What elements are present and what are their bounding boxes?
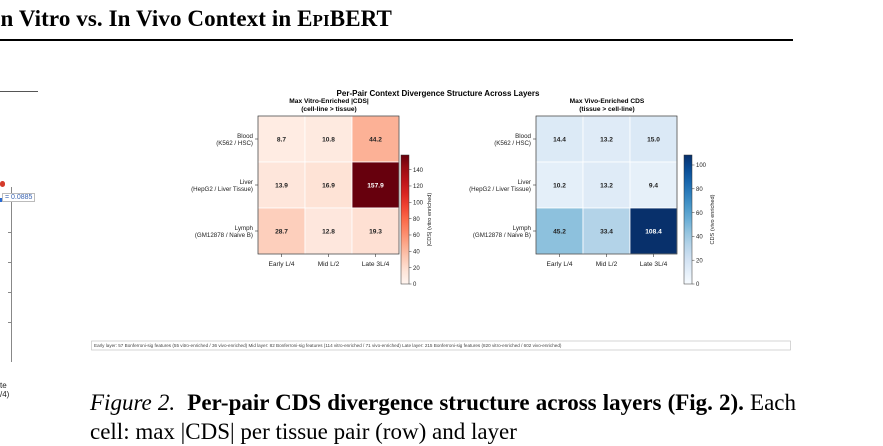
- heatmap-cell: [304, 161, 353, 209]
- left-figure-rule: [0, 91, 38, 92]
- heatmap-value-label: 9.4: [649, 182, 658, 189]
- colorbar-tick-label: 120: [413, 184, 424, 190]
- heatmap-value-label: 28.7: [275, 228, 288, 235]
- left-figure-annotation: = 0.0885: [2, 193, 36, 202]
- heatmap-row-label: Liver: [240, 179, 253, 186]
- heatmap-row-label: Blood: [515, 133, 531, 140]
- figure-2-svg: Per-Pair Context Divergence Structure Ac…: [90, 86, 792, 354]
- heatmap-title: Max Vitro-Enriched |CDS|: [289, 98, 369, 105]
- colorbar-tick-label: 100: [413, 201, 424, 207]
- colorbar-tick-label: 40: [696, 235, 703, 241]
- left-figure-xlabel-line: /4): [0, 390, 10, 399]
- figure-footnote: Early layer: 57 Bonferroni-sig features …: [94, 343, 562, 348]
- colorbar: [683, 154, 693, 285]
- heatmap-cell: [535, 207, 584, 255]
- colorbar-label: |CDS| (vitro enriched): [427, 193, 433, 247]
- heatmap-value-label: 16.9: [322, 182, 335, 189]
- colorbar-tick-label: 0: [696, 282, 700, 288]
- colorbar-tick-label: 60: [413, 233, 420, 239]
- figure-2: Per-Pair Context Divergence Structure Ac…: [90, 86, 792, 354]
- heatmap-column-label: Late 3L/4: [640, 261, 668, 268]
- colorbar-tick-label: 0: [413, 282, 417, 288]
- caption-label: Figure 2.: [90, 390, 176, 415]
- colorbar-tick-label: 140: [413, 168, 424, 174]
- heatmap-cell: [257, 115, 306, 163]
- heatmap-value-label: 15.0: [647, 136, 660, 143]
- section-title-suffix: BERT: [329, 6, 392, 31]
- heatmap-cell: [535, 161, 584, 209]
- heatmap-cell: [582, 207, 631, 255]
- left-figure-marker: [0, 181, 5, 187]
- heatmap-title: (cell-line > tissue): [301, 106, 357, 113]
- left-figure-xlabel-line: te: [0, 381, 7, 390]
- colorbar-tick-label: 20: [413, 266, 420, 272]
- heatmap-cell: [629, 207, 678, 255]
- heatmap-row-label: (K562 / HSC): [494, 140, 531, 147]
- left-figure-tick: [8, 262, 12, 263]
- colorbar-tick-label: 40: [413, 250, 420, 256]
- heatmap-column-label: Mid L/2: [596, 261, 618, 268]
- colorbar-tick-label: 80: [696, 187, 703, 193]
- heatmap-2: Max Vivo-Enriched CDS(tissue > cell-line…: [469, 98, 716, 288]
- heatmap-title: Max Vivo-Enriched CDS: [570, 98, 645, 105]
- figure-caption: Figure 2. Per-pair CDS divergence struct…: [90, 388, 796, 446]
- heatmap-cell: [351, 161, 400, 209]
- colorbar-label: CDS (vivo enriched): [710, 194, 716, 244]
- heatmap-cell: [257, 207, 306, 255]
- footnote-box: [91, 340, 791, 351]
- heatmap-1: Max Vitro-Enriched |CDS|(cell-line > tis…: [191, 98, 433, 288]
- left-figure-tick: [8, 232, 12, 233]
- heatmap-row-label: (GM12878 / Naive B): [473, 232, 531, 239]
- heatmap-value-label: 13.2: [600, 182, 613, 189]
- colorbar: [400, 154, 410, 285]
- left-figure-axis: [11, 187, 12, 362]
- colorbar-tick-label: 80: [413, 217, 420, 223]
- heatmap-row-label: Blood: [237, 133, 253, 140]
- colorbar-tick-label: 60: [696, 211, 703, 217]
- heatmap-column-label: Early L/4: [268, 261, 294, 268]
- section-title: in Vitro vs. In Vivo Context in EPIBERT: [0, 6, 392, 32]
- heatmap-row-label: Lymph: [235, 225, 254, 232]
- heatmap-value-label: 44.2: [369, 136, 382, 143]
- heatmap-column-label: Late 3L/4: [362, 261, 390, 268]
- heatmap-value-label: 12.8: [322, 228, 335, 235]
- left-figure-xlabel: te/4): [0, 381, 9, 399]
- heatmap-value-label: 10.8: [322, 136, 335, 143]
- heatmap-row-label: (GM12878 / Naive B): [195, 232, 253, 239]
- heatmap-column-label: Mid L/2: [318, 261, 340, 268]
- heatmap-value-label: 8.7: [277, 136, 286, 143]
- heatmap-value-label: 157.9: [367, 182, 384, 189]
- left-figure-tick: [8, 292, 12, 293]
- heatmap-cell: [535, 115, 584, 163]
- heatmap-row-label: Liver: [518, 179, 531, 186]
- heatmap-cell: [582, 115, 631, 163]
- caption-body-text: Each cell: max |CDS| per tissue pair (ro…: [90, 390, 797, 444]
- heatmap-value-label: 108.4: [645, 228, 662, 235]
- heatmap-row-label: (HepG2 / Liver Tissue): [191, 186, 253, 193]
- heatmap-row-label: Lymph: [513, 225, 532, 232]
- colorbar-tick-label: 20: [696, 258, 703, 264]
- colorbar-tick-label: 100: [696, 163, 707, 169]
- heatmap-value-label: 13.9: [275, 182, 288, 189]
- left-figure-tick: [8, 322, 12, 323]
- figure-suptitle: Per-Pair Context Divergence Structure Ac…: [337, 89, 540, 98]
- section-title-main: in Vitro vs. In Vivo Context in E: [0, 6, 313, 31]
- heatmap-column-label: Early L/4: [546, 261, 572, 268]
- left-figure-marker: [0, 198, 3, 202]
- caption-bold-text: Per-pair CDS divergence structure across…: [187, 390, 744, 415]
- heatmap-value-label: 10.2: [553, 182, 566, 189]
- heatmap-title: (tissue > cell-line): [579, 106, 635, 113]
- heatmap-row-label: (HepG2 / Liver Tissue): [469, 186, 531, 193]
- heatmap-value-label: 45.2: [553, 228, 566, 235]
- section-title-smallcaps: PI: [312, 11, 330, 30]
- heatmap-value-label: 33.4: [600, 228, 613, 235]
- heatmap-row-label: (K562 / HSC): [216, 140, 253, 147]
- heatmap-cell: [629, 161, 678, 209]
- heatmap-value-label: 19.3: [369, 228, 382, 235]
- heatmap-group: Max Vitro-Enriched |CDS|(cell-line > tis…: [191, 98, 716, 288]
- heatmap-value-label: 14.4: [553, 136, 566, 143]
- heatmap-cell: [629, 115, 678, 163]
- header-rule: [0, 39, 793, 41]
- heatmap-value-label: 13.2: [600, 136, 613, 143]
